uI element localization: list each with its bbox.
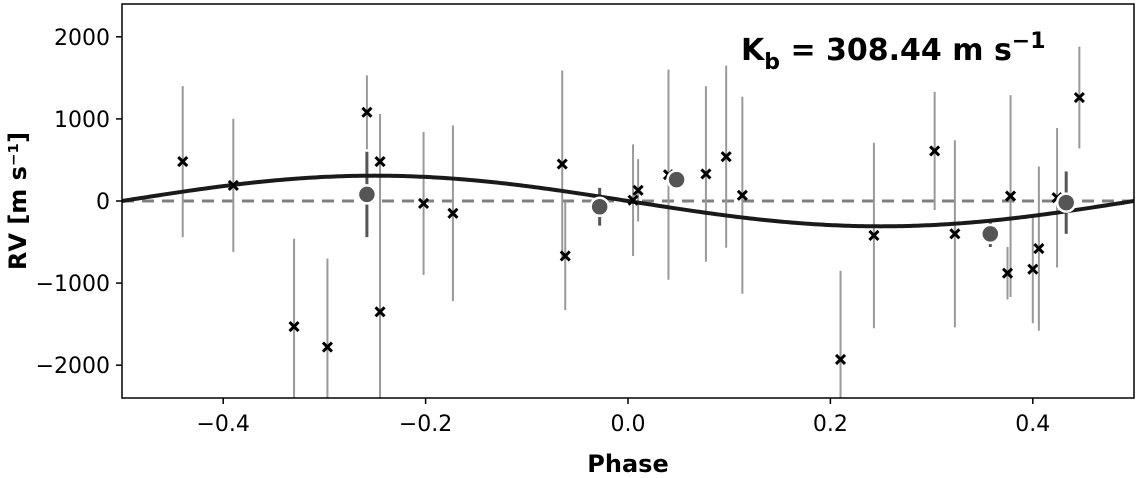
data-point-x-20 [929,145,941,157]
data-point-x-19 [868,229,880,242]
data-point-x-6 [374,156,386,168]
data-point-x-12 [627,194,639,206]
annotation-superscript: −1 [1012,29,1046,54]
x-tick-label: 0.4 [1015,412,1050,437]
data-point-circle-3 [666,169,687,190]
y-tick-label: −2000 [36,354,110,379]
data-point-circle-5 [1055,192,1077,213]
data-point-x-24 [1027,263,1039,275]
annotation-subscript: b [764,50,780,75]
data-point-circle-2 [589,196,610,217]
y-axis-label: RV [m s⁻¹] [4,132,32,270]
data-point-x-16 [720,151,732,163]
data-point-x-3 [288,321,300,333]
data-point-x-4 [321,341,333,353]
data-point-x-11 [559,250,571,262]
model-curve [122,173,1134,229]
data-point-x-25 [1033,243,1045,255]
annotation-prefix: K [741,33,766,68]
data-point-x-2 [227,179,239,191]
x-axis-label: Phase [587,450,668,478]
data-point-x-21 [949,228,961,240]
data-point-x-10 [556,158,568,170]
data-point-x-22 [1001,267,1014,279]
data-point-x-13 [632,184,644,196]
data-point-x-15 [700,168,712,180]
k-amplitude-annotation: Kb = 308.44 m s−1 [741,29,1046,75]
data-point-x-5 [361,106,373,118]
x-tick-label: 0.0 [611,412,646,437]
y-tick-label: 1000 [54,108,110,133]
plot-area [122,46,1134,398]
y-tick-label: 0 [96,190,110,215]
data-point-x-18 [834,353,847,365]
annotation-value: = 308.44 m s [780,33,1012,68]
y-tick-label: 2000 [54,26,110,51]
data-point-circle-1 [356,184,378,205]
x-tick-label: −0.2 [399,412,452,437]
data-point-x-1 [177,156,189,168]
data-point-x-7 [374,306,386,318]
data-point-circle-4 [980,223,1001,245]
x-tick-label: 0.2 [813,412,848,437]
x-tick-label: −0.4 [196,412,249,437]
y-tick-label: −1000 [36,272,110,297]
data-point-x-9 [447,207,459,219]
data-point-x-17 [736,189,748,201]
data-point-x-23 [1004,190,1017,202]
data-point-x-8 [418,197,430,210]
axis-ticks: −0.4 −0.2 0.0 0.2 0.4 −2000 −1000 0 1000 2000 [36,26,1051,437]
data-point-x-27 [1073,92,1085,104]
